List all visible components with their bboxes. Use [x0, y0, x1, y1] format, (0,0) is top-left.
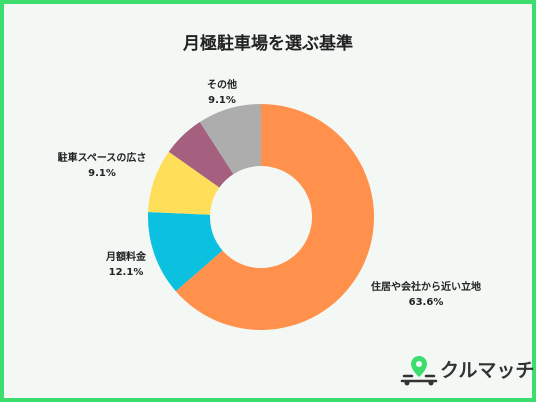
slice: [199, 104, 261, 175]
slice: [168, 121, 234, 188]
value-label: 9.1%: [208, 95, 236, 106]
chart-title: 月極駐車場を選ぶ基準: [182, 33, 353, 54]
value-label: 12.1%: [109, 267, 144, 278]
slice-label: 駐車スペースの広さ: [58, 151, 147, 164]
slice-label: その他: [207, 78, 237, 91]
slice: [175, 104, 374, 330]
brand: クルマッチ: [440, 360, 534, 382]
slice: [148, 151, 220, 215]
logo: [400, 356, 438, 386]
value-label: 63.6%: [409, 297, 444, 308]
slice: [148, 212, 223, 292]
value-label: 9.1%: [88, 168, 116, 179]
slice-label: 住居や会社から近い立地: [371, 280, 481, 293]
slice-label: 月額料金: [105, 250, 147, 263]
